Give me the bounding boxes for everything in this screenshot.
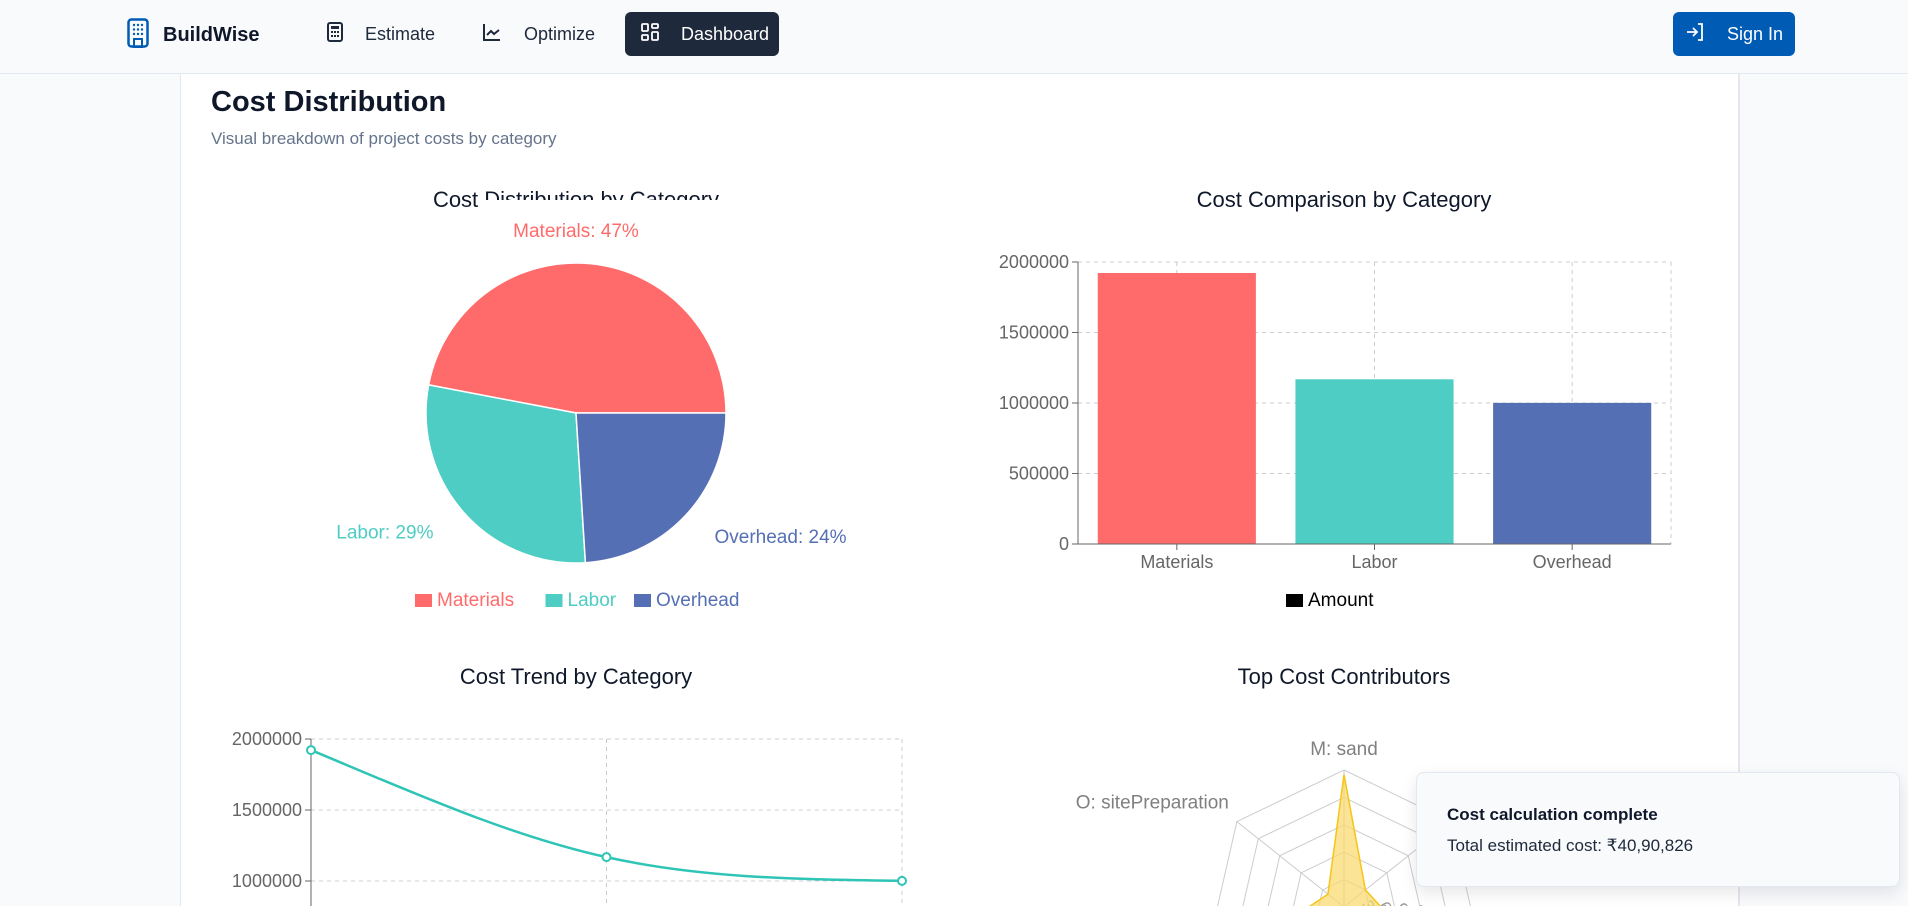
radar-axis-label: M: sand: [1310, 739, 1378, 760]
bar-materials: [1097, 272, 1256, 544]
pie-legend-swatch: [634, 594, 651, 607]
pie-label-overhead: Overhead: 24%: [715, 527, 847, 548]
bar-legend-swatch: [1286, 594, 1303, 607]
line-ytick-label: 1000000: [232, 871, 302, 891]
pie-legend-swatch: [415, 594, 432, 607]
pie-label-labor: Labor: 29%: [336, 523, 433, 544]
page-subtitle: Visual breakdown of project costs by cat…: [211, 129, 557, 148]
bar-xtick-label: Materials: [1140, 552, 1213, 572]
radar-grid-ring: [1293, 851, 1395, 906]
bar-ytick-label: 1000000: [999, 393, 1069, 413]
nav-optimize[interactable]: Optimize: [466, 12, 611, 56]
radar-axis-label: O: sitePreparation: [1076, 793, 1229, 814]
nav-estimate-label: Estimate: [365, 23, 436, 44]
bar-ytick-label: 0: [1059, 534, 1069, 554]
radar-grid-ring: [1267, 824, 1421, 906]
pie-legend-label: Overhead: [656, 590, 739, 611]
pie-legend-label: Materials: [437, 590, 514, 611]
pie-legend-swatch: [545, 594, 563, 607]
bar-chart-title: Cost Comparison by Category: [1196, 187, 1492, 212]
building-icon: [127, 18, 149, 53]
line-ytick-label: 1500000: [232, 800, 302, 820]
toast-body: Total estimated cost: ₹40,90,826: [1447, 836, 1694, 855]
bar-ytick-label: 500000: [1009, 464, 1069, 484]
pie-slice-overhead: [575, 412, 727, 564]
sign-in-button[interactable]: Sign In: [1673, 12, 1795, 56]
radar-chart-title: Top Cost Contributors: [1237, 664, 1451, 689]
bar-xtick-label: Overhead: [1533, 552, 1612, 572]
radar-tick-label: 1500000: [1425, 902, 1475, 906]
nav-estimate[interactable]: Estimate: [311, 12, 451, 56]
pie-slice-labor: [425, 384, 587, 564]
line-point-materials: [306, 745, 316, 756]
line-ytick-label: 2000000: [232, 729, 302, 749]
pie-legend-label: Labor: [568, 590, 617, 611]
sign-in-label: Sign In: [1726, 23, 1784, 44]
line-chart-title: Cost Trend by Category: [459, 664, 693, 689]
toast-title: Cost calculation complete: [1447, 805, 1658, 824]
radar-tick-label: 900000: [1391, 900, 1436, 906]
bar-ytick-label: 1500000: [999, 323, 1069, 343]
bar-labor: [1295, 379, 1454, 544]
line-point-overhead: [897, 875, 907, 886]
nav-optimize-label: Optimize: [524, 23, 596, 44]
brand[interactable]: BuildWise: [127, 18, 260, 53]
toast-notification[interactable]: Cost calculation complete Total estimate…: [1416, 772, 1900, 887]
bar-legend-label: Amount: [1308, 590, 1374, 611]
dashboard-card: [180, 74, 1740, 906]
brand-name: BuildWise: [163, 24, 260, 46]
top-nav-bar: BuildWise Estimate Optimize: [0, 0, 1908, 74]
nav-dashboard[interactable]: Dashboard: [625, 12, 779, 56]
pie-slice-materials: [427, 262, 727, 414]
sign-in-icon: [1685, 22, 1705, 47]
radar-tick-label: 1200000: [1408, 901, 1458, 906]
bar-xtick-label: Labor: [1351, 552, 1397, 572]
pie-label-mask: [480, 200, 740, 229]
nav-dashboard-label: Dashboard: [681, 23, 770, 44]
line-chart-icon: [482, 22, 502, 47]
calculator-icon: [327, 21, 343, 47]
bar-overhead: [1493, 402, 1652, 544]
dashboard-grid-icon: [641, 22, 659, 46]
bar-ytick-label: 2000000: [999, 252, 1069, 272]
line-point-labor: [601, 852, 612, 863]
radar-series-area: [1308, 774, 1382, 906]
pie-label-materials-visible: Materials: 47%: [513, 221, 639, 242]
page-title: Cost Distribution: [211, 86, 447, 118]
radar-spoke: [1236, 821, 1344, 906]
